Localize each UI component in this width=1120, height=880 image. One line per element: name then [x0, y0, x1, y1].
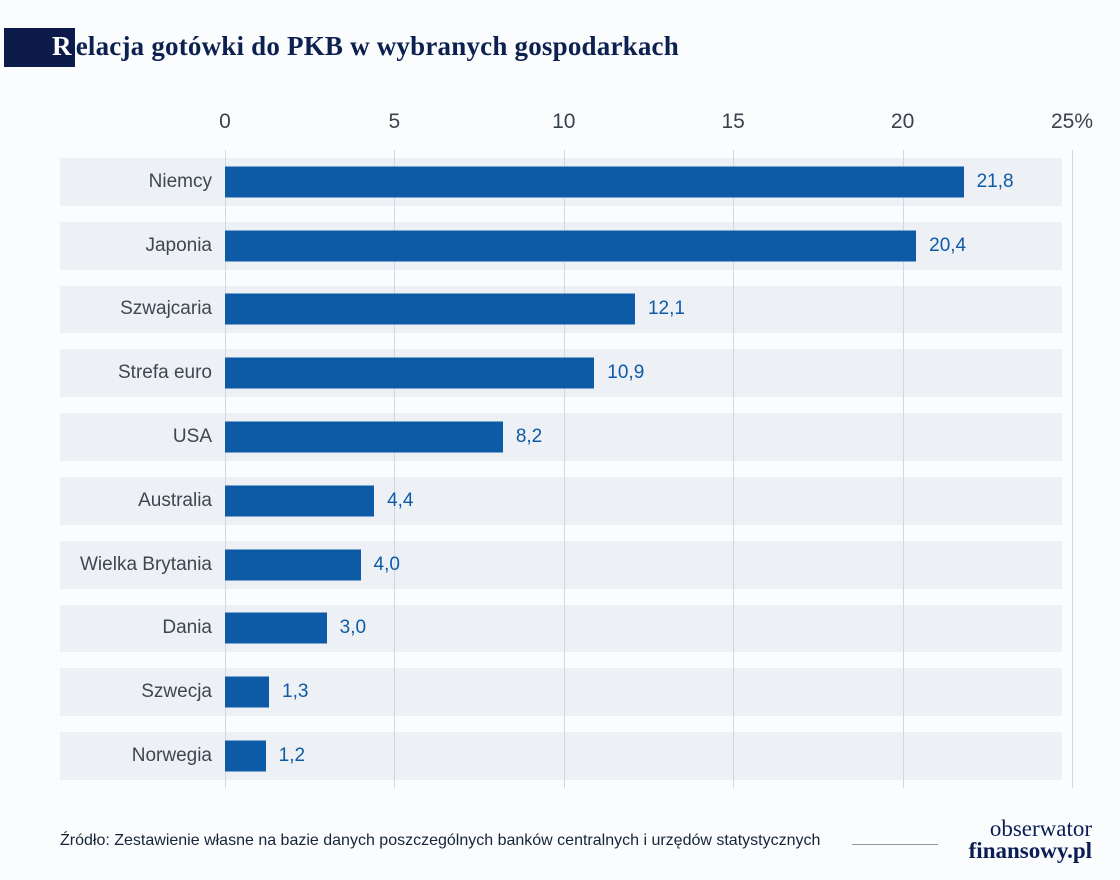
bar [225, 549, 361, 581]
chart-row: Australia 4,4 [0, 469, 1120, 533]
category-label: Niemcy [148, 170, 212, 192]
bar [225, 357, 595, 389]
category-label: USA [172, 426, 212, 448]
bar [225, 166, 964, 198]
value-label: 1,2 [278, 745, 306, 767]
value-label: 21,8 [976, 170, 1014, 192]
value-label: 10,9 [607, 362, 645, 384]
category-label: Dania [162, 617, 212, 639]
chart-row: Niemcy 21,8 [0, 150, 1120, 214]
x-tick-label: 25% [1050, 110, 1094, 133]
chart-row: Dania 3,0 [0, 597, 1120, 661]
chart-rows: Niemcy 21,8 Japonia 20,4 Szwajcaria 12,1 Stref… [0, 150, 1120, 788]
value-label: 3,0 [339, 617, 367, 639]
chart-row: Japonia 20,4 [0, 214, 1120, 278]
logo-obserwator: obserwator [989, 816, 1092, 841]
chart-row: Wielka Brytania 4,0 [0, 533, 1120, 597]
bar [225, 740, 266, 772]
value-label: 4,0 [373, 553, 400, 575]
title-text: elacja gotówki do PKB w wybranych gospod… [75, 31, 679, 61]
x-tick-label: 0 [219, 110, 231, 133]
source-note: Źródło: Zestawienie własne na bazie dany… [60, 832, 821, 849]
footer-divider [852, 844, 938, 845]
logo-finansowy-pl: finansowy.pl [968, 838, 1092, 863]
category-label: Szwajcaria [120, 298, 212, 320]
bar [225, 676, 270, 708]
chart-row: Strefa euro 10,9 [0, 341, 1120, 405]
bar [225, 421, 503, 453]
value-label: 1,3 [282, 681, 309, 703]
value-label: 20,4 [929, 234, 967, 256]
x-tick-label: 20 [890, 110, 915, 133]
chart-row: Norwegia 1,2 [0, 724, 1120, 788]
title-accent-block: R [4, 28, 75, 67]
chart-row: Szwecja 1,3 [0, 660, 1120, 724]
bar [225, 612, 327, 644]
category-label: Norwegia [131, 745, 212, 767]
category-label: Wielka Brytania [80, 553, 212, 575]
plot-area: Niemcy 21,8 Japonia 20,4 Szwajcaria 12,1 Stref… [0, 150, 1120, 788]
x-tick-label: 15 [721, 110, 745, 133]
value-label: 8,2 [515, 426, 543, 448]
category-label: Japonia [145, 234, 212, 256]
logo: obserwator finansowy.pl [968, 816, 1092, 863]
bar [225, 293, 635, 325]
category-label: Australia [138, 489, 212, 511]
category-label: Szwecja [141, 681, 212, 703]
chart-row: USA 8,2 [0, 405, 1120, 469]
bar [225, 485, 375, 517]
x-tick-label: 10 [552, 110, 576, 133]
chart-row: Szwajcaria 12,1 [0, 278, 1120, 342]
x-axis: 0 5 10 15 20 25% [219, 110, 1093, 144]
value-label: 12,1 [647, 298, 685, 320]
bar [225, 230, 917, 262]
x-tick-label: 5 [388, 110, 401, 133]
value-label: 4,4 [387, 489, 414, 511]
category-label: Strefa euro [118, 362, 212, 384]
